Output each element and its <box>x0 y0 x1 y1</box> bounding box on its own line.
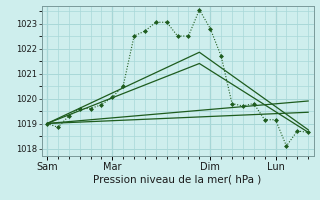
X-axis label: Pression niveau de la mer( hPa ): Pression niveau de la mer( hPa ) <box>93 174 262 184</box>
